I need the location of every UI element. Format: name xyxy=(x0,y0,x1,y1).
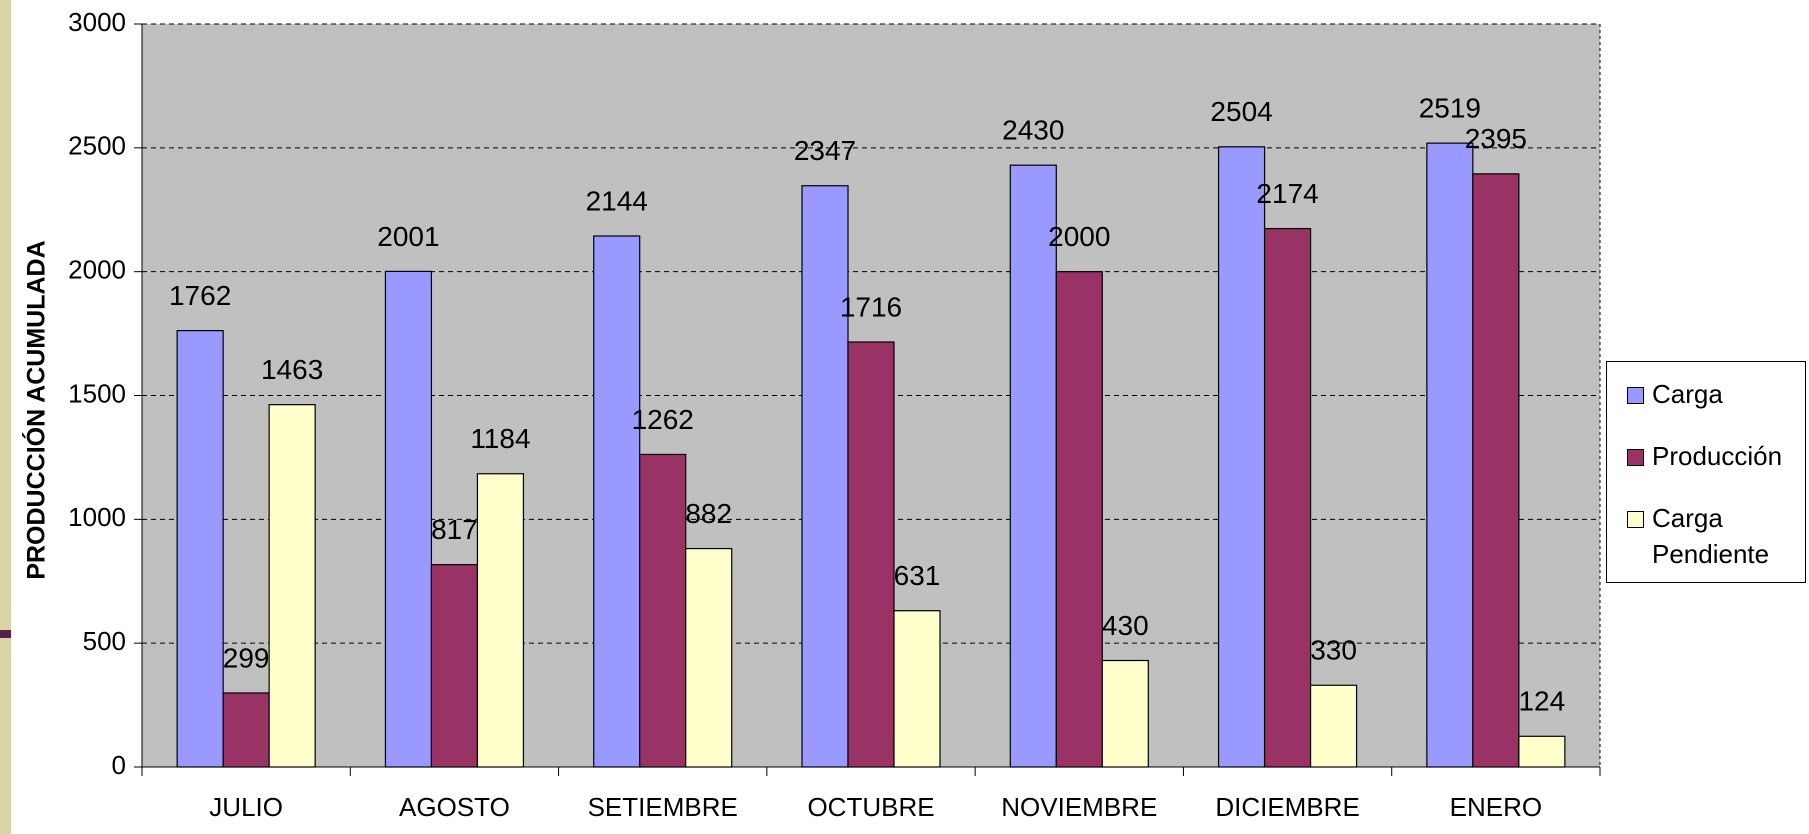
x-tick-label: OCTUBRE xyxy=(807,792,934,822)
legend-label: Carga xyxy=(1652,379,1723,409)
value-label: 2144 xyxy=(586,185,648,216)
y-tick-label: 500 xyxy=(83,626,126,656)
value-label: 631 xyxy=(894,560,941,591)
bar xyxy=(1472,173,1520,768)
bar xyxy=(222,692,270,768)
bar xyxy=(1101,659,1149,768)
slide-mark xyxy=(0,630,11,638)
value-label: 2001 xyxy=(377,221,439,252)
bar xyxy=(268,404,316,768)
bar xyxy=(893,610,941,768)
value-label: 1716 xyxy=(840,291,902,322)
y-tick-label: 3000 xyxy=(68,7,126,37)
value-label: 2504 xyxy=(1210,96,1272,127)
bar xyxy=(1518,735,1566,768)
value-label: 124 xyxy=(1518,686,1565,717)
bar xyxy=(1009,164,1057,768)
value-label: 2430 xyxy=(1002,115,1064,146)
value-label: 2395 xyxy=(1465,123,1527,154)
value-label: 2000 xyxy=(1048,221,1110,252)
x-tick-label: NOVIEMBRE xyxy=(1001,792,1157,822)
value-label: 1184 xyxy=(470,423,530,454)
bar xyxy=(685,547,733,768)
value-label: 2519 xyxy=(1419,93,1481,124)
x-tick-label: AGOSTO xyxy=(399,792,510,822)
value-label: 1262 xyxy=(632,404,694,435)
bar xyxy=(801,185,849,768)
value-label: 2174 xyxy=(1256,178,1318,209)
legend-swatch xyxy=(1627,449,1644,466)
legend: Carga Producción Carga Pendiente xyxy=(1606,361,1806,583)
x-tick-label: DICIEMBRE xyxy=(1215,792,1359,822)
bar xyxy=(847,341,895,768)
bar xyxy=(639,453,687,768)
y-tick-label: 2500 xyxy=(68,131,126,161)
legend-label: Producción xyxy=(1652,441,1783,471)
value-label: 430 xyxy=(1102,610,1149,641)
slide-strip xyxy=(0,0,11,834)
y-tick-label: 2000 xyxy=(68,255,126,285)
legend-item: Producción xyxy=(1615,438,1797,474)
y-tick-label: 1500 xyxy=(68,378,126,408)
bar xyxy=(1426,142,1474,768)
legend-swatch xyxy=(1627,387,1644,404)
bar xyxy=(1309,684,1358,768)
value-label: 1463 xyxy=(261,354,323,385)
bar xyxy=(1055,271,1103,768)
bar xyxy=(1217,146,1266,768)
x-tick-label: SETIEMBRE xyxy=(588,792,738,822)
bar xyxy=(384,270,433,768)
legend-label: Carga Pendiente xyxy=(1652,503,1770,569)
y-tick-label: 1000 xyxy=(68,502,126,532)
value-label: 299 xyxy=(223,642,270,673)
value-label: 817 xyxy=(431,514,478,545)
value-label: 2347 xyxy=(794,135,856,166)
legend-item: Carga xyxy=(1615,376,1797,412)
value-label: 330 xyxy=(1310,635,1357,666)
y-axis-label: PRODUCCIÓN ACUMULADA xyxy=(21,240,51,579)
x-tick-label: ENERO xyxy=(1450,792,1542,822)
x-tick-label: JULIO xyxy=(209,792,283,822)
value-label: 882 xyxy=(685,498,732,529)
bar xyxy=(176,330,224,768)
value-label: 1762 xyxy=(169,280,231,311)
bar xyxy=(593,235,641,768)
bar xyxy=(476,473,525,768)
y-tick-label: 0 xyxy=(112,750,126,780)
legend-item: Carga Pendiente xyxy=(1615,500,1797,572)
bar xyxy=(1263,227,1312,768)
bar xyxy=(430,564,479,768)
legend-swatch xyxy=(1627,511,1644,528)
